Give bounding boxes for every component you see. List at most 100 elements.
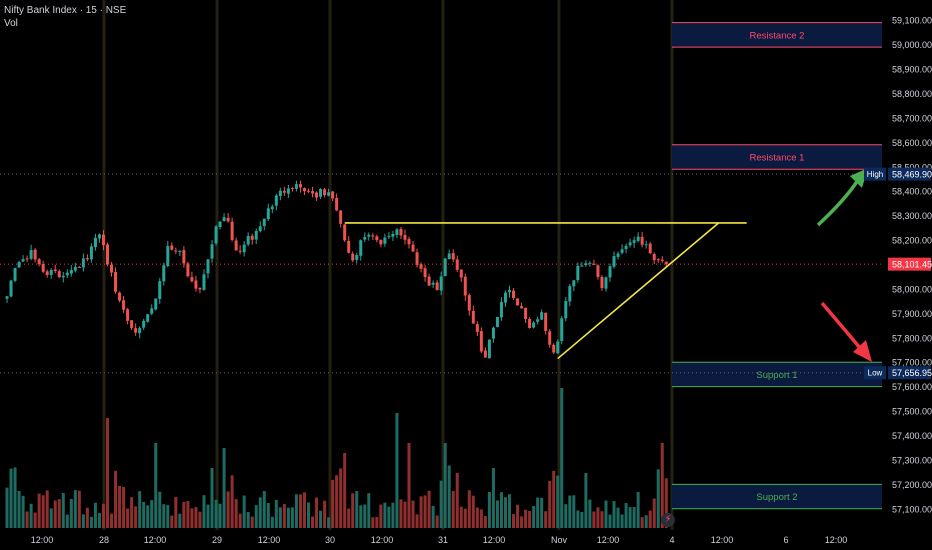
price-tag: High bbox=[867, 170, 883, 179]
volume-bar bbox=[483, 516, 487, 528]
candle-body bbox=[415, 252, 419, 266]
volume-bar bbox=[166, 505, 170, 528]
candle-body bbox=[407, 239, 411, 245]
volume-bar bbox=[226, 491, 230, 528]
candle-body bbox=[41, 264, 45, 272]
candle-body bbox=[118, 292, 122, 301]
volume-bar bbox=[363, 504, 367, 528]
candle-body bbox=[475, 324, 479, 332]
candle-body bbox=[652, 254, 656, 261]
candle-body bbox=[101, 234, 105, 246]
volume-bar bbox=[403, 501, 407, 528]
current-price-box bbox=[888, 257, 931, 271]
volume-bar bbox=[644, 515, 648, 528]
y-tick-label: 57,400.00 bbox=[892, 431, 932, 441]
volume-bar bbox=[238, 513, 242, 528]
volume-bar bbox=[278, 507, 282, 528]
candle-body bbox=[226, 217, 230, 222]
volume-bar bbox=[512, 513, 516, 528]
volume-bar bbox=[294, 494, 298, 528]
volume-bar bbox=[258, 497, 262, 528]
volume-bar bbox=[266, 503, 270, 528]
x-tick-label: 12:00 bbox=[31, 535, 54, 545]
volume-bar bbox=[347, 508, 351, 528]
candle-body bbox=[53, 269, 57, 271]
y-tick-label: 58,600.00 bbox=[892, 138, 932, 148]
volume-bar bbox=[399, 499, 403, 528]
volume-bar bbox=[77, 490, 81, 528]
volume-bar bbox=[274, 499, 278, 528]
volume-bar bbox=[379, 504, 383, 528]
alert-bolt-icon[interactable]: ⚡ bbox=[661, 513, 675, 527]
volume-bar bbox=[178, 513, 182, 528]
candle-body bbox=[459, 269, 463, 278]
volume-bar bbox=[323, 500, 327, 528]
volume-bar bbox=[664, 478, 668, 528]
volume-bar bbox=[41, 495, 45, 528]
candle-body bbox=[122, 300, 126, 310]
y-tick-label: 57,800.00 bbox=[892, 333, 932, 343]
candle-body bbox=[536, 319, 540, 322]
volume-bar bbox=[138, 491, 142, 528]
volume-bar bbox=[391, 502, 395, 528]
volume-bar bbox=[246, 512, 250, 528]
candle-body bbox=[403, 234, 407, 240]
volume-bar bbox=[202, 495, 206, 528]
zone-fill bbox=[672, 22, 882, 48]
candle-body bbox=[427, 276, 431, 286]
volume-bar bbox=[61, 493, 65, 528]
candle-body bbox=[5, 296, 9, 299]
time-axis: 12:00 28 12:00 29 12:00 30 12:00 31 12:00 Nov 12:0… bbox=[31, 535, 848, 545]
candle-body bbox=[620, 249, 624, 253]
volume-bar bbox=[431, 505, 435, 528]
support-resistance-zones: Resistance 2 Resistance 1 Support 1 Support… bbox=[672, 22, 882, 510]
volume-bar bbox=[142, 501, 146, 528]
volume-bar bbox=[660, 443, 664, 528]
candle-body bbox=[435, 282, 439, 291]
volume-bar bbox=[106, 418, 109, 528]
candle-body bbox=[29, 250, 33, 259]
candle-body bbox=[447, 253, 451, 260]
candle-body bbox=[190, 277, 194, 282]
candle-body bbox=[134, 328, 138, 333]
zone-label: Support 2 bbox=[756, 492, 797, 503]
candle-body bbox=[286, 188, 290, 194]
volume-bar bbox=[230, 475, 234, 528]
volume-bar bbox=[443, 443, 447, 528]
up-arrow-shaft bbox=[816, 179, 860, 227]
candlesticks bbox=[5, 180, 668, 359]
y-tick-label: 58,000.00 bbox=[892, 284, 932, 294]
volume-bar bbox=[327, 517, 331, 528]
volume-bar bbox=[612, 501, 616, 528]
y-tick-label: 57,500.00 bbox=[892, 407, 932, 417]
candle-body bbox=[315, 192, 319, 198]
candle-body bbox=[77, 266, 81, 268]
candle-body bbox=[375, 236, 379, 241]
up-arrow-head bbox=[850, 168, 868, 188]
candle-body bbox=[274, 195, 278, 206]
zone-label: Resistance 2 bbox=[750, 30, 805, 41]
candle-body bbox=[73, 266, 77, 271]
volume-bar bbox=[383, 502, 387, 528]
volume-bar bbox=[85, 507, 89, 528]
candle-body bbox=[335, 197, 339, 211]
volume-bar bbox=[194, 507, 198, 528]
candle-body bbox=[636, 236, 640, 241]
x-tick-label: 30 bbox=[325, 535, 335, 545]
candle-body bbox=[664, 261, 668, 265]
volume-bar bbox=[532, 506, 536, 528]
volume-bar bbox=[118, 485, 122, 528]
candle-body bbox=[234, 240, 238, 251]
candle-body bbox=[282, 190, 286, 193]
candle-body bbox=[592, 263, 596, 265]
candle-body bbox=[246, 236, 250, 245]
volume-bar bbox=[564, 504, 568, 528]
candle-body bbox=[222, 217, 226, 221]
candle-body bbox=[21, 259, 25, 262]
y-tick-label: 57,300.00 bbox=[892, 455, 932, 465]
volume-bar bbox=[548, 480, 552, 528]
candle-body bbox=[331, 191, 335, 199]
candle-body bbox=[85, 258, 89, 260]
chart-title: Nifty Bank Index · 15 · NSE bbox=[4, 5, 127, 16]
